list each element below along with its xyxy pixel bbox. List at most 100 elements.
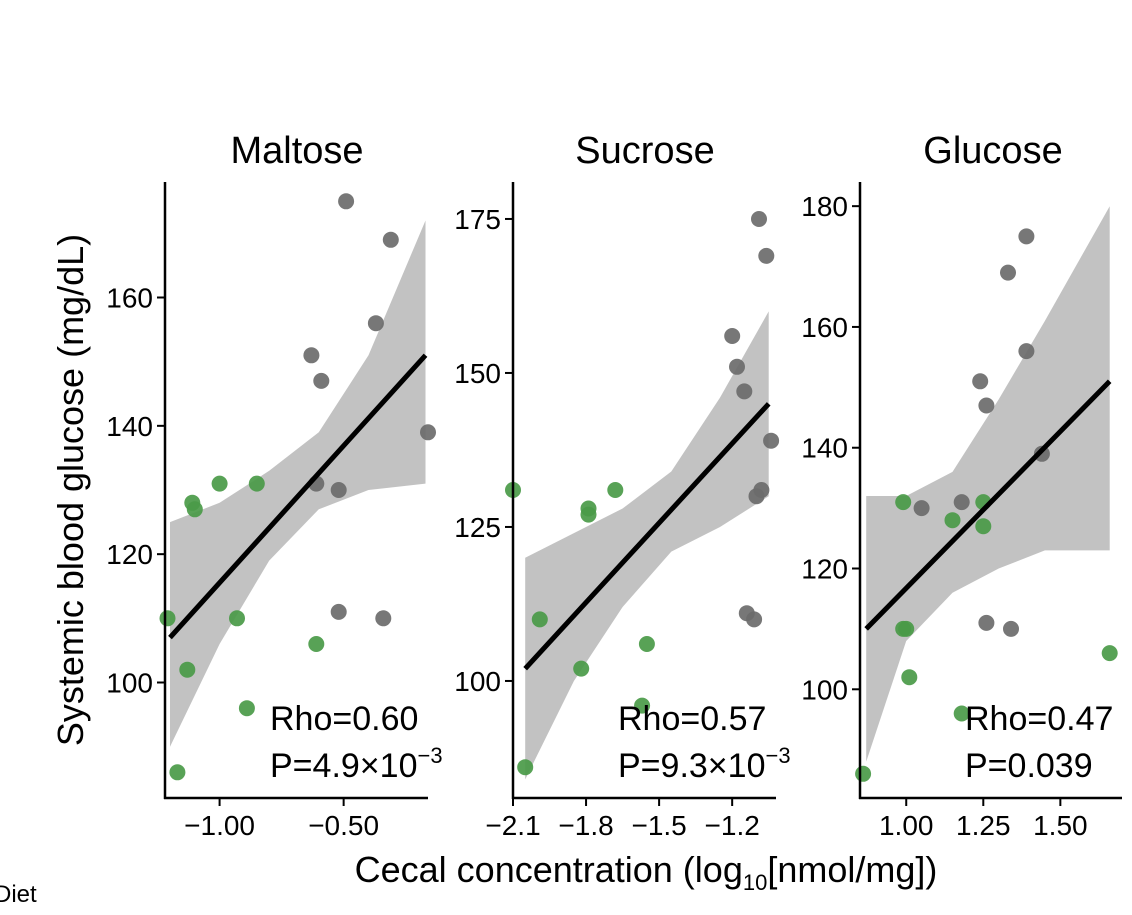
p-value-annotation: P=0.039	[965, 747, 1093, 785]
data-point-green	[855, 765, 872, 782]
y-tick-label: 140	[106, 411, 153, 442]
y-tick-label: 100	[801, 674, 848, 705]
data-point-green	[308, 636, 325, 652]
p-value-base: P=0.039	[965, 747, 1093, 785]
data-point-green	[169, 764, 186, 781]
data-point-gray	[1000, 264, 1016, 281]
data-point-gray	[748, 488, 765, 505]
x-tick-label: 1.00	[879, 810, 934, 841]
data-point-gray	[1003, 620, 1019, 637]
data-point-gray	[913, 500, 930, 517]
y-tick-label: 150	[454, 358, 501, 389]
x-tick-label: −2.1	[485, 810, 540, 841]
data-point-green	[975, 518, 992, 535]
data-point-green	[607, 482, 624, 498]
y-axis-label: Systemic blood glucose (mg/dL)	[50, 234, 91, 746]
data-point-green	[634, 697, 651, 714]
data-point-gray	[303, 347, 320, 364]
confidence-band	[866, 206, 1110, 762]
y-tick-label: 175	[454, 204, 501, 235]
data-point-gray	[953, 494, 970, 511]
data-point-gray	[746, 611, 763, 628]
data-point-gray	[313, 372, 330, 389]
x-tick-label: −1.2	[705, 810, 760, 841]
p-value-exponent: −3	[765, 743, 790, 768]
data-point-gray	[367, 315, 384, 332]
regression-line	[168, 353, 428, 640]
data-point-green	[944, 512, 961, 529]
x-tick-label: −1.5	[631, 810, 686, 841]
y-tick-label: 120	[106, 539, 153, 570]
regression-line	[864, 379, 1112, 631]
x-tick-label: 1.25	[956, 810, 1011, 841]
panel-glucose: Glucose 100 120 140 160 180 1.00 1.25 1.50 Rho=0.…	[801, 130, 1122, 841]
y-tick-label: 100	[106, 668, 153, 699]
data-point-gray	[338, 193, 355, 210]
data-point-green	[211, 475, 228, 492]
data-point-gray	[375, 610, 392, 627]
panel-maltose: Maltose 100 120 140 160 −1.00 −0.50 Rho=0.60 P=4…	[106, 130, 442, 841]
p-value-exponent: −3	[417, 743, 442, 768]
data-point-green	[895, 494, 912, 511]
data-point-gray	[724, 328, 741, 344]
y-tick-label: 160	[801, 312, 848, 343]
rho-annotation: Rho=0.47	[965, 700, 1113, 738]
data-point-green	[953, 705, 970, 722]
x-tick-label: 1.50	[1033, 810, 1088, 841]
data-point-gray	[420, 424, 436, 441]
p-value-annotation: P=9.3×10−3	[618, 743, 791, 785]
x-axis-label-suffix: [nmol/mg])	[767, 849, 937, 890]
data-point-gray	[978, 614, 995, 631]
confidence-band	[170, 220, 426, 747]
rho-annotation: Rho=0.60	[270, 700, 418, 738]
data-point-green	[248, 475, 265, 492]
x-axis-label: Cecal concentration (log10[nmol/mg])	[355, 849, 938, 895]
data-point-gray	[382, 231, 399, 248]
y-tick-label: 100	[454, 666, 501, 697]
regression-line	[523, 402, 771, 671]
data-point-green	[901, 669, 918, 686]
y-tick-label: 160	[106, 283, 153, 314]
y-tick-label: 140	[801, 433, 848, 464]
p-value-base: P=4.9×10	[270, 747, 417, 785]
panel-title: Sucrose	[575, 130, 714, 172]
data-point-gray	[330, 482, 347, 498]
panel-title: Maltose	[230, 130, 363, 172]
panel-sucrose: Sucrose 100 125 150 175 −2.1 −1.8 −1.5 −1.2 Rho=0…	[454, 130, 790, 841]
data-point-green	[1101, 645, 1118, 662]
x-axis-label-prefix: Cecal concentration (log	[355, 849, 743, 890]
data-point-gray	[729, 358, 745, 375]
data-point-gray	[736, 383, 753, 400]
panel-title: Glucose	[923, 130, 1062, 172]
rho-annotation: Rho=0.57	[618, 700, 766, 738]
x-axis-label-subscript: 10	[743, 870, 767, 895]
data-point-green	[179, 661, 196, 678]
p-value-base: P=9.3×10	[618, 747, 765, 785]
data-point-gray	[758, 247, 775, 264]
y-tick-label: 125	[454, 512, 501, 543]
data-point-green	[898, 620, 915, 637]
data-point-green	[580, 506, 597, 523]
y-tick-label: 180	[801, 191, 848, 222]
data-point-green	[531, 611, 548, 628]
data-point-green	[573, 660, 590, 677]
data-point-gray	[330, 603, 347, 620]
data-point-gray	[1018, 343, 1035, 360]
x-tick-label: −0.50	[308, 810, 379, 841]
data-point-green	[159, 610, 176, 627]
data-point-green	[238, 700, 255, 717]
data-point-gray	[972, 373, 989, 390]
data-point-gray	[978, 397, 995, 414]
y-tick-label: 120	[801, 554, 848, 585]
data-point-gray	[751, 211, 767, 227]
data-point-gray	[763, 432, 780, 449]
data-point-green	[186, 501, 203, 518]
data-point-green	[229, 610, 245, 627]
p-value-annotation: P=4.9×10−3	[270, 743, 443, 785]
data-point-gray	[1018, 228, 1035, 245]
data-point-green	[517, 759, 534, 776]
x-tick-label: −1.8	[558, 810, 613, 841]
x-tick-label: −1.00	[184, 810, 255, 841]
legend-fragment: Diet	[0, 881, 37, 908]
